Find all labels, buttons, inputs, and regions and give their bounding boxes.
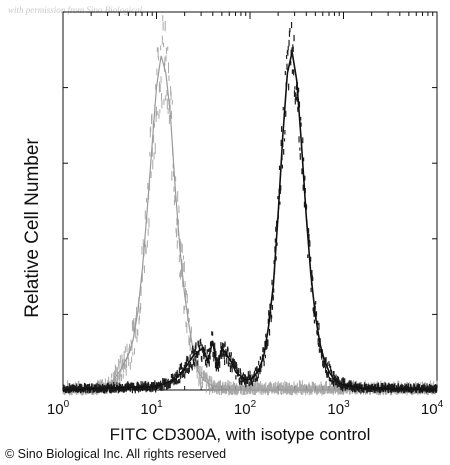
x-tick-label: 101: [140, 399, 163, 418]
x-tick-label: 102: [234, 399, 257, 418]
watermark-text: with permission from Sino Biological: [8, 5, 143, 15]
series-band: [62, 21, 438, 394]
plot-frame: [62, 11, 438, 391]
histogram-series: [62, 15, 438, 396]
x-tick-labels: 100 101 102 103 104: [47, 399, 444, 418]
series-line: [62, 52, 437, 391]
x-axis-label: FITC CD300A, with isotype control: [110, 425, 371, 444]
x-tick-label: 100: [47, 399, 70, 418]
copyright-text: © Sino Biological Inc. All rights reserv…: [5, 447, 226, 461]
x-tick-label: 104: [421, 399, 444, 418]
x-tick-marks: [62, 12, 438, 390]
series-1: [62, 21, 438, 394]
y-axis-label: Relative Cell Number: [22, 138, 43, 318]
series-0: [62, 15, 438, 396]
series-band: [62, 15, 438, 396]
y-tick-marks: [63, 11, 437, 391]
x-tick-label: 103: [327, 399, 350, 418]
series-line: [63, 55, 437, 391]
